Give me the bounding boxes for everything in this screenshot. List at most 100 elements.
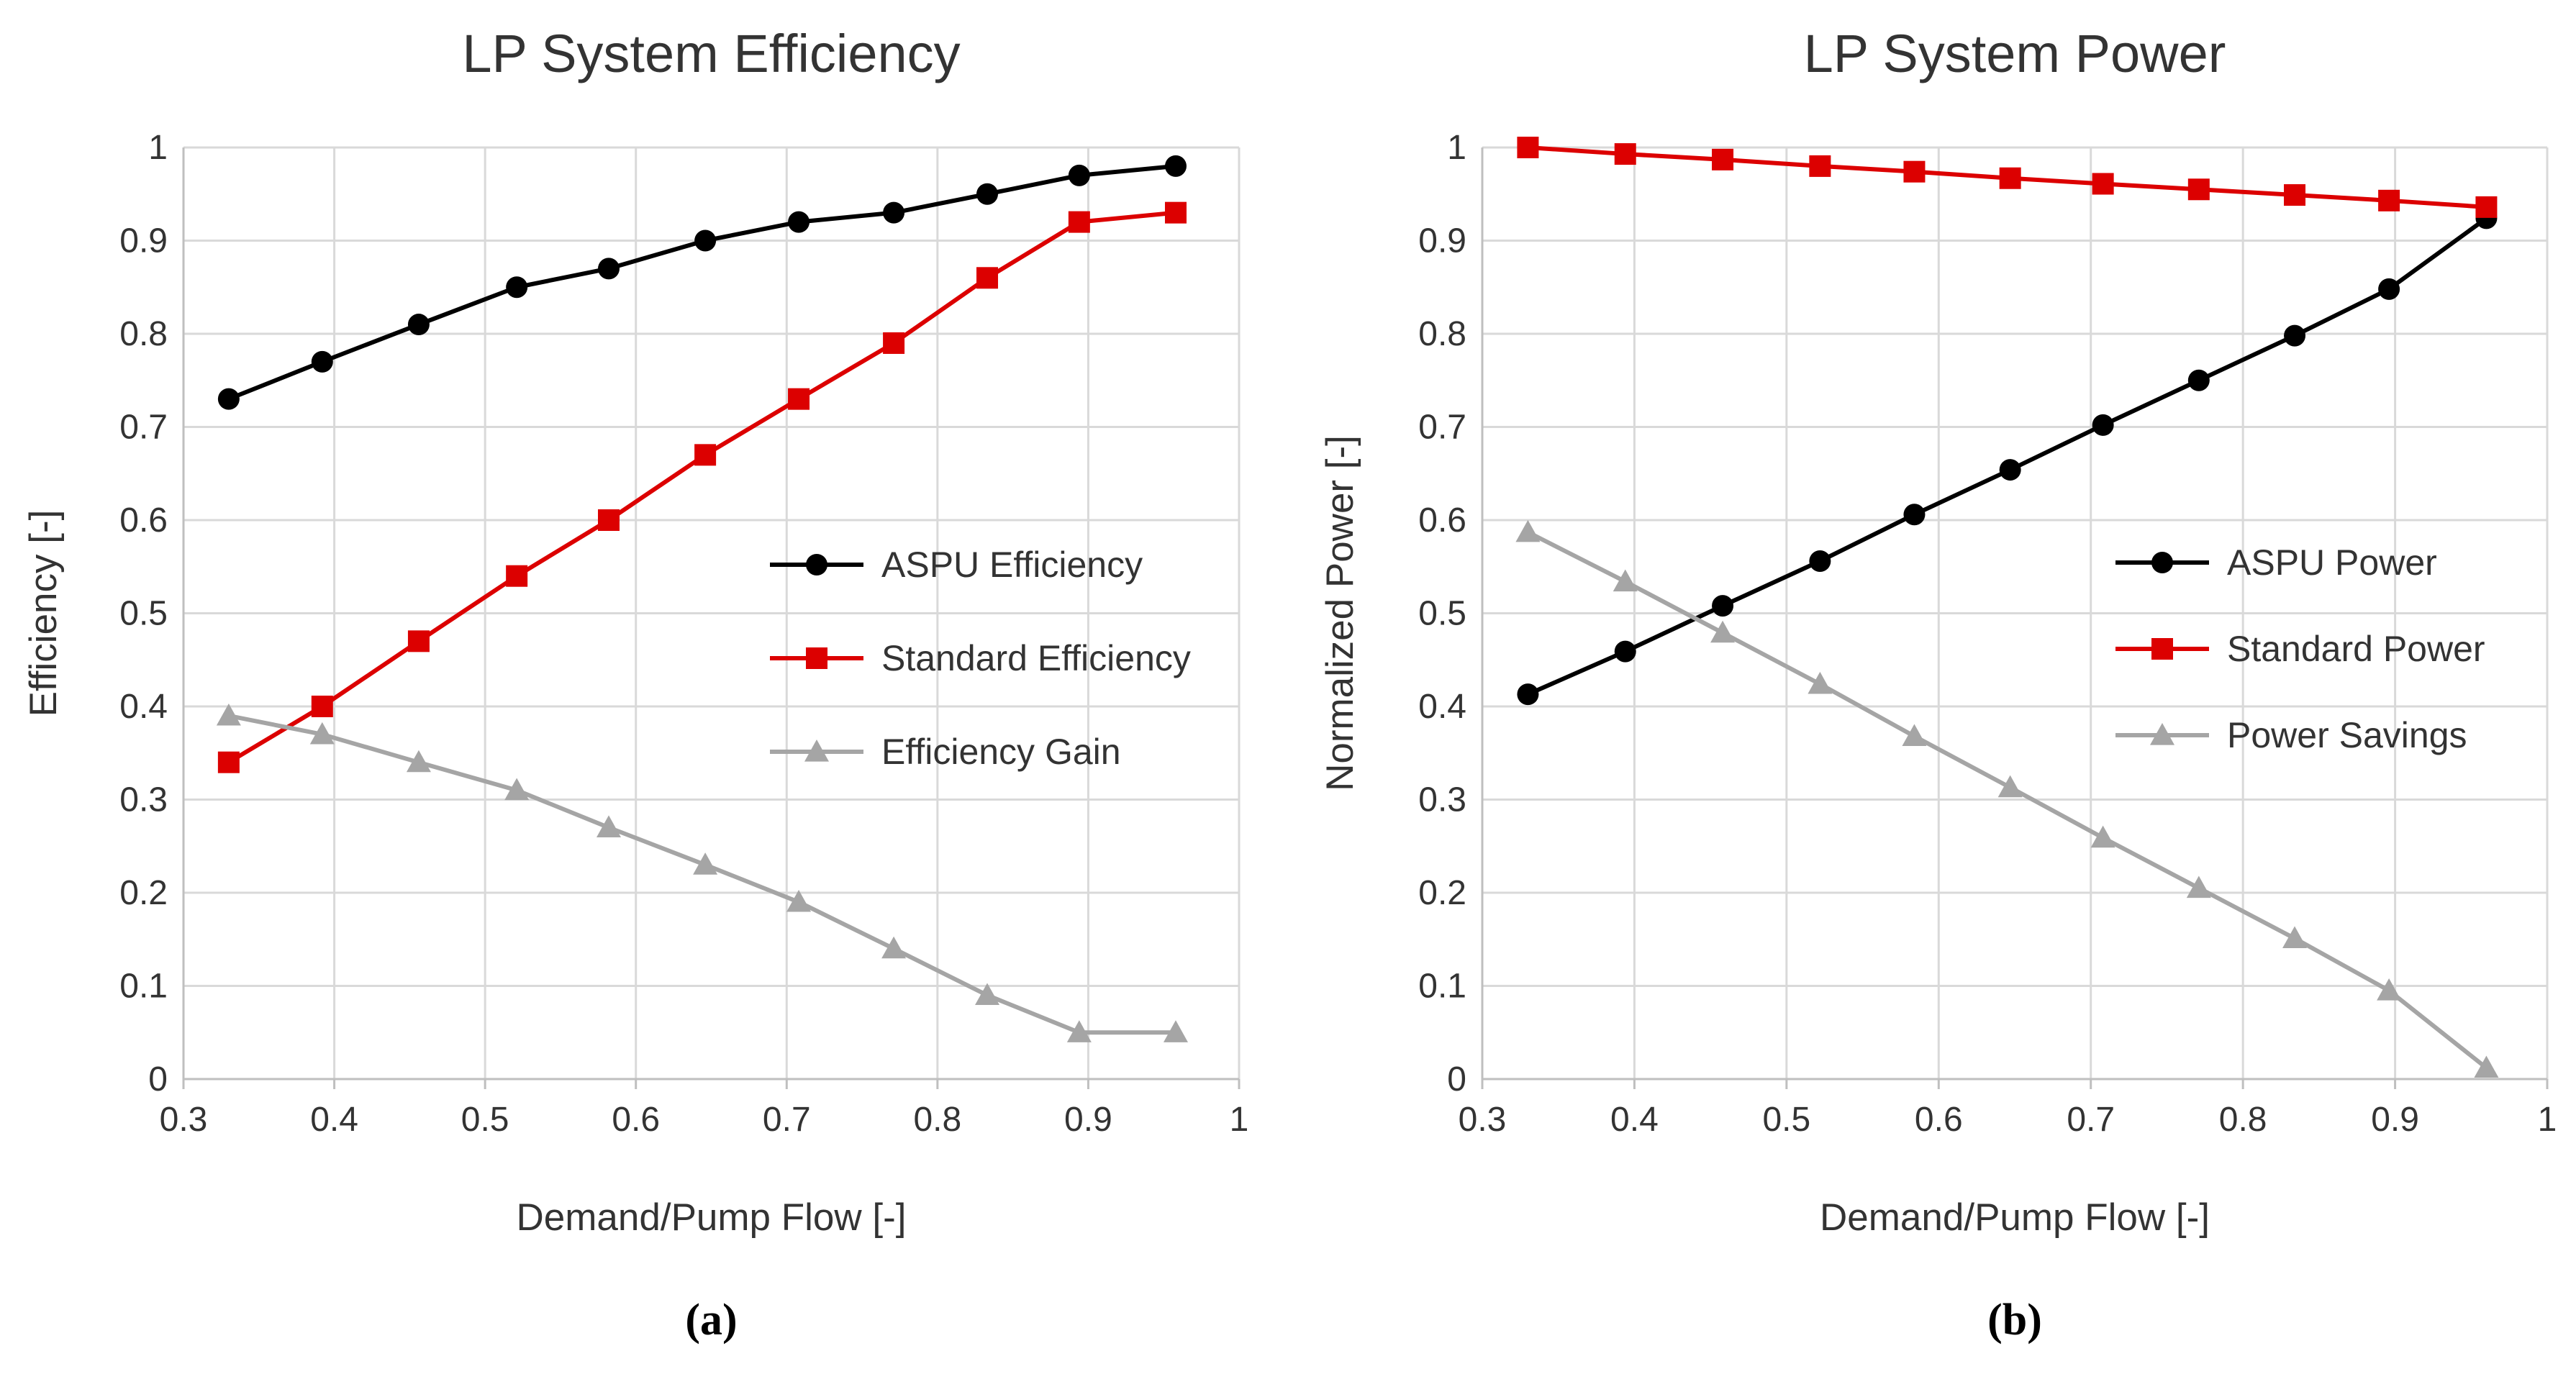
data-point [2378, 189, 2400, 211]
legend-marker [2151, 552, 2173, 573]
data-point [976, 267, 999, 289]
series-line [1527, 216, 2488, 696]
x-tick-label: 0.4 [310, 1101, 358, 1139]
data-point [694, 444, 717, 466]
data-point [506, 565, 528, 587]
data-point [1515, 519, 1541, 542]
series-aspu-power [1517, 207, 2498, 706]
data-point [2186, 875, 2211, 898]
y-tick-label: 0.3 [119, 781, 168, 819]
x-axis-label: Demand/Pump Flow [-] [517, 1196, 907, 1239]
data-point [506, 276, 528, 299]
data-point [2187, 178, 2210, 201]
data-point [2284, 324, 2306, 347]
data-point [1712, 148, 1734, 170]
data-point [1997, 775, 2023, 798]
x-tick-label: 0.6 [612, 1101, 660, 1139]
y-tick-label: 0 [1447, 1060, 1466, 1098]
data-point [786, 889, 812, 912]
data-point [693, 852, 718, 875]
chart-efficiency-svg: 0 0.1 0.2 0.3 0.4 0.5 0.6 0.7 0.8 0.9 1 0.3 0.4 0.5 0.… [22, 24, 1248, 1345]
x-tick-label: 0.5 [461, 1101, 509, 1139]
y-tick-label: 1 [148, 129, 168, 167]
chart-title: LP System Efficiency [462, 24, 960, 83]
data-point [1903, 160, 1926, 183]
legend-label: Standard Efficiency [881, 638, 1191, 678]
y-tick-label: 0.8 [1418, 315, 1466, 353]
data-point [596, 815, 621, 837]
legend-marker [806, 554, 827, 575]
data-point [1808, 671, 1833, 694]
data-point [1903, 504, 1926, 526]
x-tick-label: 0.5 [1762, 1101, 1810, 1139]
data-point [407, 630, 430, 652]
legend-marker [806, 647, 827, 669]
x-tick-label: 0.6 [1915, 1101, 1963, 1139]
y-tick-label: 0.9 [1418, 222, 1466, 260]
x-tick-label: 0.4 [1610, 1101, 1659, 1139]
data-point [881, 936, 907, 959]
x-tick-label: 0.7 [2067, 1101, 2115, 1139]
series-standard-efficiency [217, 201, 1187, 773]
data-point [1517, 683, 1539, 706]
data-point [2092, 414, 2114, 436]
data-point [2377, 978, 2402, 1001]
y-tick-label: 0.7 [1418, 409, 1466, 447]
y-tick-label: 0.6 [1418, 501, 1466, 540]
data-point [1164, 201, 1187, 224]
y-tick-label: 0.1 [1418, 968, 1466, 1006]
data-point [1164, 155, 1187, 177]
data-point [1999, 459, 2021, 481]
legend-item: Efficiency Gain [770, 732, 1121, 772]
legend-label: Standard Power [2227, 629, 2485, 669]
y-axis-label: Efficiency [-] [22, 510, 65, 717]
data-point [1809, 550, 1831, 572]
series-efficiency-gain [216, 703, 1188, 1042]
y-tick-label: 1 [1447, 129, 1466, 167]
legend-label: ASPU Power [2227, 542, 2437, 583]
x-tick-label: 0.9 [1064, 1101, 1112, 1139]
series-power-savings [1515, 519, 2499, 1078]
legend-marker [804, 740, 829, 762]
data-point [597, 509, 620, 531]
series-aspu-efficiency [217, 155, 1187, 410]
legend-marker [2150, 723, 2174, 745]
data-point [2090, 825, 2115, 848]
y-tick-label: 0.8 [119, 315, 168, 353]
x-tick-label: 1 [2538, 1101, 2557, 1139]
gridlines [182, 146, 1241, 1080]
data-point [597, 258, 620, 280]
legend-item: Standard Power [2115, 629, 2485, 669]
x-tick-label: 0.3 [160, 1101, 208, 1139]
data-point [217, 388, 240, 410]
x-tick-label: 0.8 [913, 1101, 961, 1139]
data-point [2187, 369, 2210, 391]
y-tick-label: 0.2 [119, 874, 168, 912]
chart-power: 0 0.1 0.2 0.3 0.4 0.5 0.6 0.7 0.8 0.9 1 0.3 0.4 0.5 0.… [1288, 0, 2576, 1370]
data-point [406, 750, 431, 773]
y-tick-label: 0 [148, 1060, 168, 1098]
data-point [1068, 164, 1090, 186]
panel-caption: (a) [685, 1296, 737, 1345]
series-standard-power [1517, 137, 2498, 218]
data-point [975, 983, 1000, 1006]
legend-item: ASPU Efficiency [770, 545, 1143, 585]
y-tick-label: 0.6 [119, 501, 168, 540]
data-point [1517, 137, 1539, 158]
data-point [311, 696, 333, 717]
legend-label: Power Savings [2227, 715, 2467, 755]
legend-item: ASPU Power [2115, 542, 2437, 583]
y-tick-label: 0.5 [119, 595, 168, 633]
y-tick-label: 0.2 [1418, 874, 1466, 912]
legend-label: ASPU Efficiency [881, 545, 1143, 585]
data-point [694, 229, 717, 252]
x-tick-label: 0.8 [2219, 1101, 2267, 1139]
data-point [311, 350, 333, 373]
y-tick-label: 0.9 [119, 222, 168, 260]
data-point [788, 211, 810, 233]
data-point [2282, 926, 2308, 949]
data-point [504, 778, 530, 801]
y-axis-label: Normalized Power [-] [1319, 435, 1361, 791]
data-point [407, 314, 430, 336]
